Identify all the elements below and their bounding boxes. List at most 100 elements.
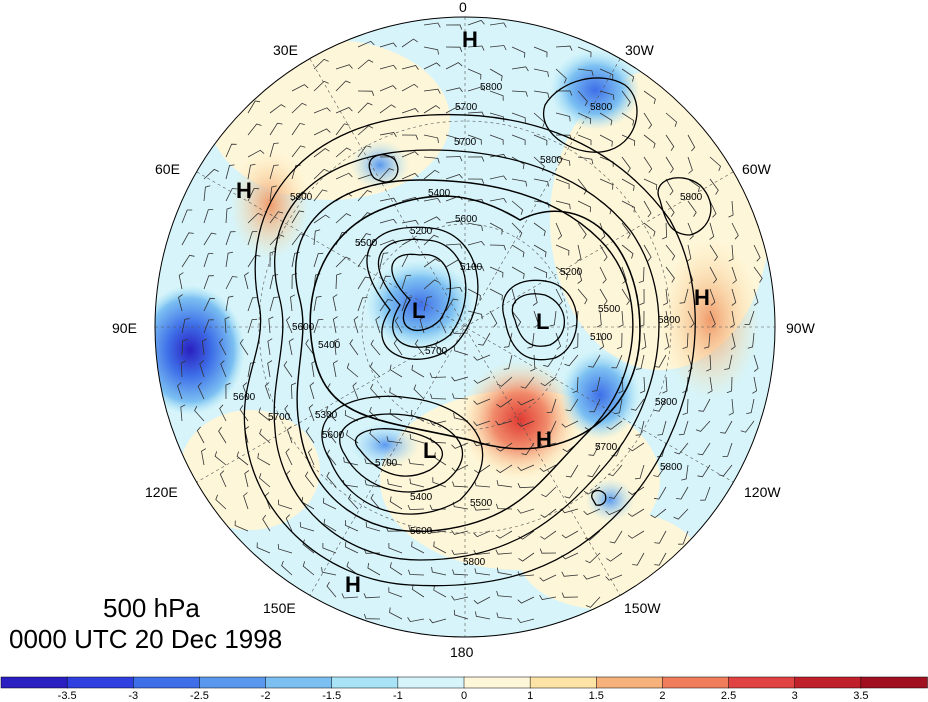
colorbar-swatch: [331, 676, 399, 689]
wind-barb: [599, 178, 614, 190]
wind-barb: [269, 234, 285, 246]
wind-barb: [181, 339, 188, 356]
contour-label: 5500: [470, 498, 493, 509]
wind-barb: [178, 272, 184, 290]
wind-barb: [181, 254, 195, 268]
wind-barb: [357, 145, 372, 158]
wind-barb: [379, 252, 389, 268]
wind-barb: [407, 617, 425, 623]
wind-barb: [555, 112, 571, 122]
wind-barb: [322, 497, 337, 510]
wind-barb: [475, 611, 491, 620]
wind-barb: [495, 530, 513, 539]
wind-barb: [307, 448, 315, 466]
wind-barb: [643, 112, 653, 130]
wind-barb: [467, 156, 485, 162]
wind-barb: [703, 332, 711, 349]
contour-label: 5700: [455, 102, 478, 113]
wind-barb: [411, 541, 425, 554]
wind-barb: [643, 244, 652, 262]
wind-barb: [747, 332, 755, 349]
wind-barb: [225, 164, 235, 180]
wind-barb: [589, 398, 601, 413]
wind-barb: [643, 200, 652, 218]
colorbar-tick-label: 3: [792, 690, 798, 702]
wind-barb: [379, 168, 395, 180]
wind-barb: [533, 68, 549, 77]
colorbar-swatch: [265, 676, 333, 689]
wind-barb: [654, 530, 667, 544]
wind-barb: [268, 316, 274, 334]
wind-barb: [682, 398, 689, 415]
wind-barb: [609, 486, 623, 499]
wind-barb: [379, 197, 397, 203]
wind-barb: [225, 382, 231, 400]
wind-barb: [682, 332, 689, 349]
wind-barb: [196, 426, 205, 444]
wind-barb: [407, 504, 425, 511]
wind-barb: [467, 134, 482, 145]
wind-barb: [496, 567, 513, 576]
wind-barb: [386, 436, 403, 444]
wind-barb: [577, 156, 594, 165]
wind-barb: [555, 178, 570, 189]
colorbar-tick-label: 1.5: [589, 690, 604, 702]
wind-barb: [641, 332, 647, 350]
wind-barb: [665, 266, 675, 283]
wind-barb: [496, 612, 513, 620]
wind-barb: [687, 134, 696, 152]
wind-barb: [291, 191, 308, 202]
wind-barb: [599, 332, 605, 350]
wind-barb: [643, 156, 653, 174]
wind-barb: [452, 481, 469, 488]
wind-barb: [259, 428, 271, 444]
wind-barb: [665, 200, 675, 217]
wind-barb: [511, 266, 525, 279]
wind-barb: [247, 187, 260, 202]
wind-barb: [451, 376, 469, 382]
wind-barb: [473, 376, 491, 384]
wind-barb: [730, 332, 736, 350]
wind-barb: [654, 552, 667, 566]
wind-barb: [700, 486, 711, 501]
wind-barb: [353, 316, 359, 334]
wind-barb: [247, 100, 261, 114]
wind-barb: [325, 406, 337, 422]
wind-barb: [746, 398, 755, 414]
wind-barb: [225, 276, 238, 290]
contour-label: 5600: [410, 526, 433, 537]
wind-barb: [724, 354, 733, 370]
wind-barb: [332, 294, 338, 312]
wind-barb: [473, 398, 491, 405]
wind-barb: [467, 111, 485, 117]
wind-barb: [335, 273, 342, 290]
lon-label: 180: [450, 644, 474, 660]
wind-barb: [239, 338, 249, 356]
wind-barb: [555, 244, 570, 256]
contour-label: 5800: [658, 315, 681, 326]
wind-barb: [653, 486, 667, 500]
wind-barb: [555, 68, 567, 84]
wind-barb: [650, 508, 667, 519]
low-marker: L: [536, 309, 549, 334]
wind-barb: [357, 254, 371, 268]
wind-barb: [517, 420, 535, 427]
wind-barb: [357, 125, 374, 136]
wind-barb: [577, 90, 588, 106]
wind-barb: [264, 382, 271, 400]
wind-barb: [435, 340, 447, 356]
wind-barb: [527, 332, 535, 349]
wind-barb: [401, 219, 419, 225]
wind-barb: [363, 613, 381, 620]
wind-barb: [423, 234, 439, 246]
wind-barb: [346, 561, 359, 576]
wind-barb: [451, 530, 469, 535]
wind-barb: [496, 398, 513, 408]
wind-barb: [533, 244, 547, 258]
lon-label: 120W: [744, 484, 781, 500]
wind-barb: [445, 46, 463, 53]
colorbar-tick-label: -2: [261, 690, 271, 702]
wind-barb: [707, 376, 713, 394]
wind-barb: [533, 200, 550, 208]
wind-barb: [662, 222, 668, 240]
